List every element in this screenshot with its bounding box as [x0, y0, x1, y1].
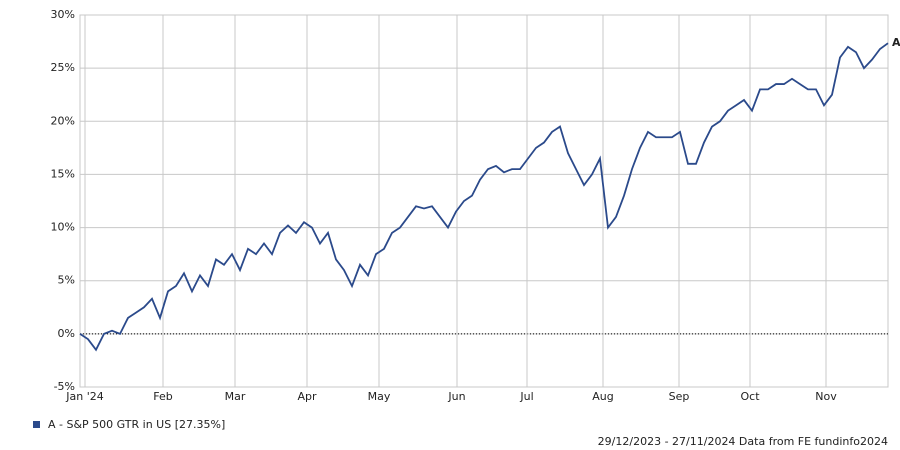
x-tick-label: Jul	[519, 390, 533, 403]
legend-label: A - S&P 500 GTR in US [27.35%]	[48, 418, 225, 431]
x-tick-label: May	[368, 390, 391, 403]
end-label: A	[892, 36, 900, 49]
x-tick-label: Jun	[447, 390, 465, 403]
y-tick-label: 25%	[51, 61, 75, 74]
x-tick-label: Jan '24	[65, 390, 103, 403]
x-tick-label: Mar	[225, 390, 246, 403]
x-tick-label: Apr	[297, 390, 317, 403]
x-tick-label: Feb	[153, 390, 172, 403]
y-tick-label: 5%	[58, 274, 75, 287]
x-tick-label: Nov	[815, 390, 837, 403]
series-line	[79, 42, 889, 352]
x-tick-label: Sep	[669, 390, 690, 403]
y-tick-label: 10%	[51, 221, 75, 234]
plot-area	[79, 14, 889, 388]
y-tick-label: 30%	[51, 8, 75, 21]
x-tick-label: Oct	[740, 390, 760, 403]
y-tick-label: 15%	[51, 167, 75, 180]
x-tick-label: Aug	[592, 390, 613, 403]
y-tick-label: 0%	[58, 327, 75, 340]
footer: 29/12/2023 - 27/11/2024 Data from FE fun…	[598, 435, 888, 448]
legend-swatch	[33, 421, 40, 428]
y-tick-label: -5%	[54, 380, 75, 393]
y-tick-label: 20%	[51, 114, 75, 127]
